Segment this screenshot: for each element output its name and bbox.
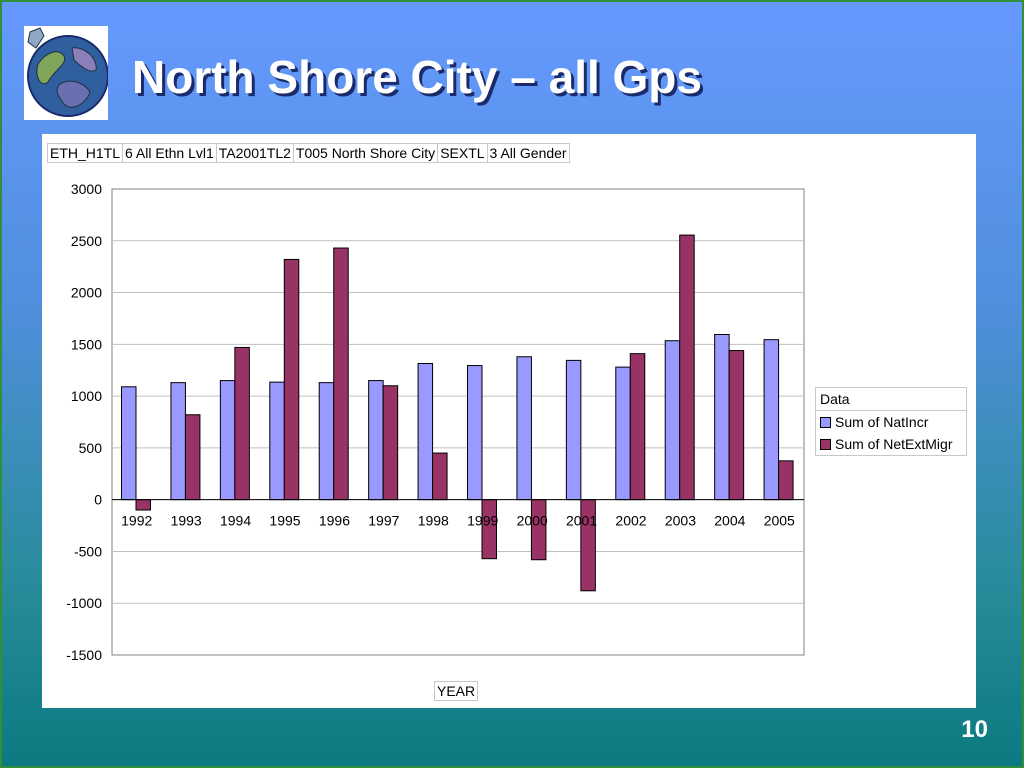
- bar-netextmigr-1999[interactable]: [481, 499, 497, 560]
- x-tick-label: 1997: [368, 513, 399, 529]
- bar-netextmigr-1995[interactable]: [283, 258, 300, 501]
- legend-label-natincr: Sum of NatIncr: [835, 414, 929, 430]
- bar-natincr-2004[interactable]: [714, 333, 730, 501]
- y-tick-label: 500: [79, 440, 103, 456]
- x-tick-label: 1998: [418, 513, 449, 529]
- bar-natincr-1993[interactable]: [170, 382, 186, 501]
- y-tick-label: 1500: [71, 336, 102, 352]
- bar-natincr-1995[interactable]: [269, 381, 285, 501]
- legend-item-natincr: Sum of NatIncr: [816, 411, 966, 433]
- bar-netextmigr-2000[interactable]: [530, 499, 547, 561]
- plot-area: [111, 188, 805, 656]
- globe-icon: [27, 27, 109, 117]
- bar-netextmigr-1994[interactable]: [234, 346, 250, 501]
- x-tick-label: 1996: [319, 513, 350, 529]
- legend-label-netextmigr: Sum of NetExtMigr: [835, 436, 953, 452]
- y-tick-label: -1500: [66, 647, 102, 663]
- y-tick-label: -1000: [66, 595, 102, 611]
- x-tick-label: 2004: [714, 513, 745, 529]
- filter-field-eth[interactable]: ETH_H1TL: [47, 143, 124, 163]
- legend-swatch-netextmigr: [820, 438, 831, 450]
- bar-natincr-1994[interactable]: [219, 380, 236, 501]
- y-tick-label: 1000: [71, 388, 102, 404]
- filter-value-sex[interactable]: 3 All Gender: [486, 143, 570, 163]
- bar-natincr-2002[interactable]: [615, 366, 631, 501]
- bar-natincr-1998[interactable]: [417, 362, 434, 501]
- x-tick-label: 1995: [269, 513, 300, 529]
- bar-natincr-1992[interactable]: [121, 386, 137, 501]
- bar-natincr-1996[interactable]: [318, 382, 335, 501]
- x-tick-label: 1992: [121, 513, 152, 529]
- x-tick-label: 2005: [764, 513, 795, 529]
- bar-netextmigr-1998[interactable]: [432, 452, 448, 501]
- bar-netextmigr-2005[interactable]: [778, 460, 794, 501]
- x-tick-label: 1994: [220, 513, 251, 529]
- bar-netextmigr-1996[interactable]: [333, 247, 349, 501]
- bar-netextmigr-2002[interactable]: [629, 353, 646, 501]
- bar-netextmigr-2004[interactable]: [728, 350, 745, 501]
- bar-netextmigr-1992[interactable]: [135, 499, 151, 511]
- legend-item-netextmigr: Sum of NetExtMigr: [816, 433, 966, 455]
- x-tick-label: 2002: [615, 513, 646, 529]
- chart-panel: 3000 2500 2000 1500 1000 500 0 -500 -1000 -1500 19…: [42, 134, 976, 708]
- filter-value-ta[interactable]: T005 North Shore City: [292, 143, 439, 163]
- legend-title[interactable]: Data: [816, 388, 966, 411]
- bar-netextmigr-1993[interactable]: [184, 414, 201, 501]
- y-tick-label: 2000: [71, 285, 102, 301]
- filter-field-sex[interactable]: SEXTL: [437, 143, 488, 163]
- bar-natincr-2000[interactable]: [516, 356, 532, 501]
- x-tick-label: 2000: [517, 513, 548, 529]
- x-axis-field-button[interactable]: YEAR: [434, 681, 479, 701]
- globe-logo: [24, 26, 109, 120]
- slide-title: North Shore City – all Gps: [132, 51, 702, 103]
- y-tick-label: 2500: [71, 233, 102, 249]
- bar-natincr-1999[interactable]: [467, 365, 483, 501]
- x-tick-label: 1999: [467, 513, 498, 529]
- x-tick-label: 1993: [171, 513, 202, 529]
- page-number: 10: [961, 716, 988, 743]
- y-tick-label: 0: [94, 492, 102, 508]
- chart-legend: Data Sum of NatIncr Sum of NetExtMigr: [815, 387, 967, 456]
- filter-value-eth[interactable]: 6 All Ethn Lvl1: [122, 143, 217, 163]
- bar-natincr-2005[interactable]: [763, 339, 780, 501]
- bar-chart: 3000 2500 2000 1500 1000 500 0 -500 -1000 -1500 19…: [66, 181, 805, 663]
- bar-natincr-2001[interactable]: [565, 359, 582, 501]
- filter-field-ta[interactable]: TA2001TL2: [215, 143, 294, 163]
- x-tick-label: 2003: [665, 513, 696, 529]
- bar-natincr-1997[interactable]: [368, 380, 384, 501]
- page-filters: ETH_H1TL 6 All Ethn Lvl1 TA2001TL2 T005 …: [47, 143, 570, 163]
- x-tick-label: 2001: [566, 513, 597, 529]
- bar-netextmigr-1997[interactable]: [382, 385, 399, 501]
- legend-swatch-natincr: [820, 416, 831, 428]
- y-tick-label: 3000: [71, 181, 102, 197]
- bar-natincr-2003[interactable]: [664, 340, 681, 501]
- y-tick-label: -500: [74, 543, 102, 559]
- bar-netextmigr-2003[interactable]: [679, 234, 695, 501]
